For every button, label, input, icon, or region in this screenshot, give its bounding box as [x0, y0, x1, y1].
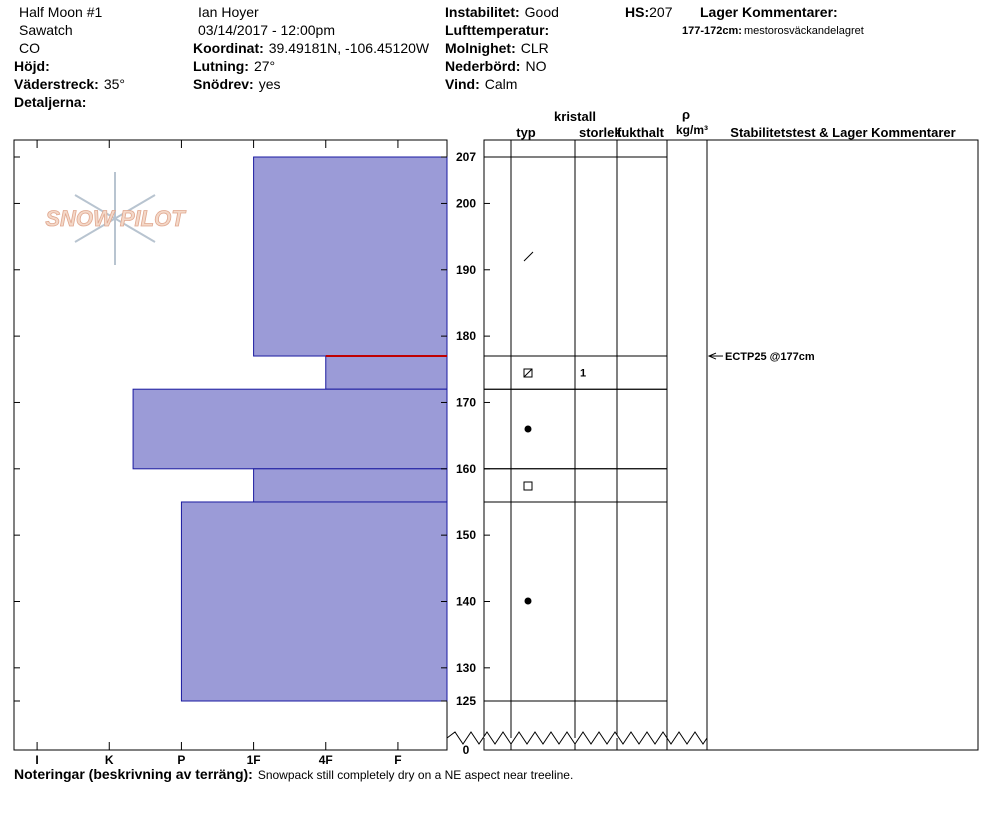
col-header: storlek: [579, 125, 622, 140]
hardness-bar: [253, 468, 448, 503]
header-field: 03/14/2017 - 12:00pm: [198, 22, 335, 38]
column-lines: [510, 140, 708, 750]
field-value: 03/14/2017 - 12:00pm: [198, 22, 335, 38]
x-tick-label: 1F: [247, 753, 261, 767]
grain-symbols: [523, 251, 534, 605]
field-label: Snödrev:: [193, 76, 254, 92]
comment-label: 177-172cm:: [682, 25, 742, 37]
y-tick-label: 200: [456, 196, 476, 210]
test-label: ECTP25 @177cm: [725, 351, 815, 363]
y-tick-label: 180: [456, 329, 476, 343]
field-label: Lufttemperatur:: [445, 22, 549, 38]
test-arrowhead: [707, 352, 717, 360]
field-label: Lutning:: [193, 58, 249, 74]
y-tick-label: 150: [456, 528, 476, 542]
logo-text: SNOW PILOT: [45, 206, 186, 231]
header-field: Lutning: 27°: [193, 58, 275, 74]
field-label: HS:: [625, 4, 649, 20]
field-label: Väderstreck:: [14, 76, 99, 92]
y-tick-label: 0: [463, 743, 470, 757]
col-header: fukthalt: [617, 125, 665, 140]
y-tick-label: 170: [456, 395, 476, 409]
field-value: CLR: [521, 40, 549, 56]
field-value: CO: [19, 40, 40, 56]
header-field: CO: [19, 40, 40, 56]
field-label: Instabilitet:: [445, 4, 520, 20]
col-header: kristall: [554, 109, 596, 124]
comment-value: mestorosväckandelagret: [744, 25, 864, 37]
y-tick-label: 125: [456, 694, 476, 708]
header-field: Half Moon #1: [19, 4, 102, 20]
header-field: Höjd:: [14, 58, 50, 74]
grain-size: 1: [580, 368, 586, 380]
x-tick-label: F: [394, 753, 401, 767]
header-field: Instabilitet: Good: [445, 4, 559, 20]
x-tick-label: I: [35, 753, 38, 767]
header-field: Vind: Calm: [445, 76, 517, 92]
x-tick-label: K: [105, 753, 114, 767]
field-label: Molnighet:: [445, 40, 516, 56]
notes: Noteringar (beskrivning av terräng): Snow…: [14, 766, 573, 782]
header-field: Väderstreck: 35°: [14, 76, 125, 92]
field-value: Sawatch: [19, 22, 73, 38]
header-field: Nederbörd: NO: [445, 58, 547, 74]
layer-frame: [483, 139, 979, 751]
field-label: Koordinat:: [193, 40, 264, 56]
header-field: Sawatch: [19, 22, 73, 38]
field-label: Detaljerna:: [14, 94, 86, 110]
col-header: typ: [516, 125, 536, 140]
header-field: HS:207: [625, 4, 673, 20]
field-value: 207: [649, 4, 673, 20]
logo: [74, 172, 156, 265]
header-field: Ian Hoyer: [198, 4, 259, 20]
hardness-bar: [325, 355, 448, 390]
field-value: Ian Hoyer: [198, 4, 259, 20]
field-value: 35°: [104, 76, 125, 92]
hardness-bar: [132, 388, 448, 470]
field-value: 27°: [254, 58, 275, 74]
field-value: 39.49181N, -106.45120W: [269, 40, 430, 56]
axis-break: [446, 731, 708, 745]
layer-comment: 177-172cm: mestorosväckandelagret: [682, 25, 864, 37]
header-field: Koordinat: 39.49181N, -106.45120W: [193, 40, 430, 56]
x-tick-label: 4F: [319, 753, 333, 767]
header-field: Detaljerna:: [14, 94, 86, 110]
notes-text: Snowpack still completely dry on a NE as…: [258, 768, 574, 782]
y-tick-label: 190: [456, 263, 476, 277]
col-header: kg/m³: [676, 123, 708, 137]
hardness-bar: [180, 501, 448, 702]
field-label: Vind:: [445, 76, 480, 92]
field-value: yes: [259, 76, 281, 92]
x-tick-label: P: [177, 753, 185, 767]
field-label: Höjd:: [14, 58, 50, 74]
field-value: Half Moon #1: [19, 4, 102, 20]
field-label: Nederbörd:: [445, 58, 520, 74]
hardness-bar: [253, 156, 448, 357]
field-value: Calm: [485, 76, 518, 92]
y-tick-label: 140: [456, 594, 476, 608]
y-tick-label: 207: [456, 150, 476, 164]
col-header: ρ: [682, 107, 690, 122]
field-value: NO: [525, 58, 546, 74]
y-tick-label: 130: [456, 661, 476, 675]
field-value: Good: [525, 4, 559, 20]
header-field: Lufttemperatur:: [445, 22, 549, 38]
header-field: Molnighet: CLR: [445, 40, 549, 56]
header-field: Snödrev: yes: [193, 76, 280, 92]
col-header: Stabilitetstest & Lager Kommentarer: [730, 125, 955, 140]
layer-comments-title: Lager Kommentarer:: [700, 4, 838, 20]
y-tick-label: 160: [456, 462, 476, 476]
notes-label: Noteringar (beskrivning av terräng):: [14, 766, 253, 782]
